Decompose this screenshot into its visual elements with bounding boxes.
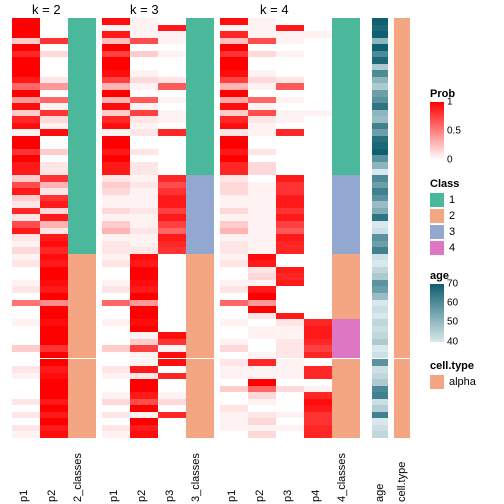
xlab-k3-p1: p1 <box>108 442 120 502</box>
legend-class-label: 2 <box>449 210 455 222</box>
title-k3: k = 3 <box>130 2 159 17</box>
legend-celltype: cell.type alpha <box>430 360 476 390</box>
k2-p2 <box>40 18 68 438</box>
k4-p4 <box>304 18 332 438</box>
k4-p1 <box>220 18 248 438</box>
legend-class-swatch <box>430 193 444 207</box>
xlab-k2-p1: p1 <box>18 442 30 502</box>
legend-class-item: 3 <box>430 224 459 240</box>
xlab-k3-p3: p3 <box>164 442 176 502</box>
title-k2: k = 2 <box>32 2 61 17</box>
legend-class-label: 1 <box>449 194 455 206</box>
legend-age-tick: 40 <box>447 337 458 348</box>
legend-celltype-label: alpha <box>449 376 476 388</box>
legend-prob-gradient: 10.50 <box>430 102 444 160</box>
legend-celltype-title: cell.type <box>430 360 476 372</box>
legend-prob-tick: 1 <box>447 97 453 108</box>
k4-p2 <box>248 18 276 438</box>
side-age <box>372 18 388 438</box>
k3-classes <box>186 18 214 438</box>
legend-prob: Prob 10.50 <box>430 88 455 160</box>
legend-class-item: 1 <box>430 192 459 208</box>
legend-age-tick: 60 <box>447 298 458 309</box>
xlab-k4-p3: p3 <box>282 442 294 502</box>
xlab-k4-classes: 4_classes <box>336 442 348 502</box>
xlab-age: age <box>374 442 386 502</box>
legend-age-tick: 50 <box>447 317 458 328</box>
legend-age-gradient: 70605040 <box>430 284 444 342</box>
xlab-k2-p2: p2 <box>46 442 58 502</box>
legend-class-item: 4 <box>430 240 459 256</box>
legend-class-swatch <box>430 225 444 239</box>
side-celltype <box>394 18 410 438</box>
legend-age: age 70605040 <box>430 270 449 342</box>
k2-p1 <box>12 18 40 438</box>
k2-classes <box>68 18 96 438</box>
xlab-k3-classes: 3_classes <box>190 442 202 502</box>
legend-class: Class 1 2 3 4 <box>430 178 459 256</box>
k3-p2 <box>130 18 158 438</box>
k3-p3 <box>158 18 186 438</box>
xlab-k4-p4: p4 <box>310 442 322 502</box>
legend-celltype-swatch <box>430 375 444 389</box>
legend-prob-tick: 0 <box>447 155 453 166</box>
xlab-k4-p1: p1 <box>226 442 238 502</box>
legend-class-label: 4 <box>449 242 455 254</box>
legend-prob-tick: 0.5 <box>447 126 461 137</box>
legend-class-swatch <box>430 241 444 255</box>
xlab-k3-p2: p2 <box>136 442 148 502</box>
legend-class-swatch <box>430 209 444 223</box>
legend-celltype-item: alpha <box>430 374 476 390</box>
k4-p3 <box>276 18 304 438</box>
legend-class-label: 3 <box>449 226 455 238</box>
k4-classes <box>332 18 360 438</box>
legend-class-item: 2 <box>430 208 459 224</box>
xlab-k4-p2: p2 <box>254 442 266 502</box>
legend-class-title: Class <box>430 178 459 190</box>
legend-age-tick: 70 <box>447 279 458 290</box>
title-k4: k = 4 <box>260 2 289 17</box>
xlab-k2-classes: 2_classes <box>72 442 84 502</box>
k3-p1 <box>102 18 130 438</box>
xlab-celltype: cell.type <box>396 442 408 502</box>
